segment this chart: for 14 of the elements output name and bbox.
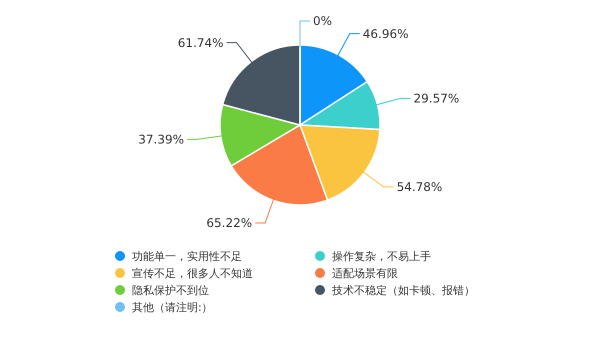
- legend-label: 隐私保护不到位: [132, 284, 209, 297]
- legend-label: 功能单一，实用性不足: [132, 250, 242, 263]
- data-label: 65.22%: [206, 216, 252, 230]
- legend-label: 适配场景有限: [332, 266, 398, 280]
- legend-label: 宣传不足，很多人不知道: [132, 266, 253, 280]
- text: 0%: [313, 14, 332, 28]
- data-label: 54.78%: [396, 180, 442, 194]
- data-label: 61.74%: [178, 36, 224, 50]
- legend-label: 操作复杂，不易上手: [332, 250, 431, 263]
- legend-label: 其他（请注明:）: [132, 300, 213, 314]
- data-label: 46.96%: [362, 26, 409, 41]
- legend-label: 技术不稳定（如卡顿、报错）: [331, 284, 475, 297]
- data-label: 37.39%: [138, 132, 184, 147]
- data-label: 29.57%: [414, 92, 460, 106]
